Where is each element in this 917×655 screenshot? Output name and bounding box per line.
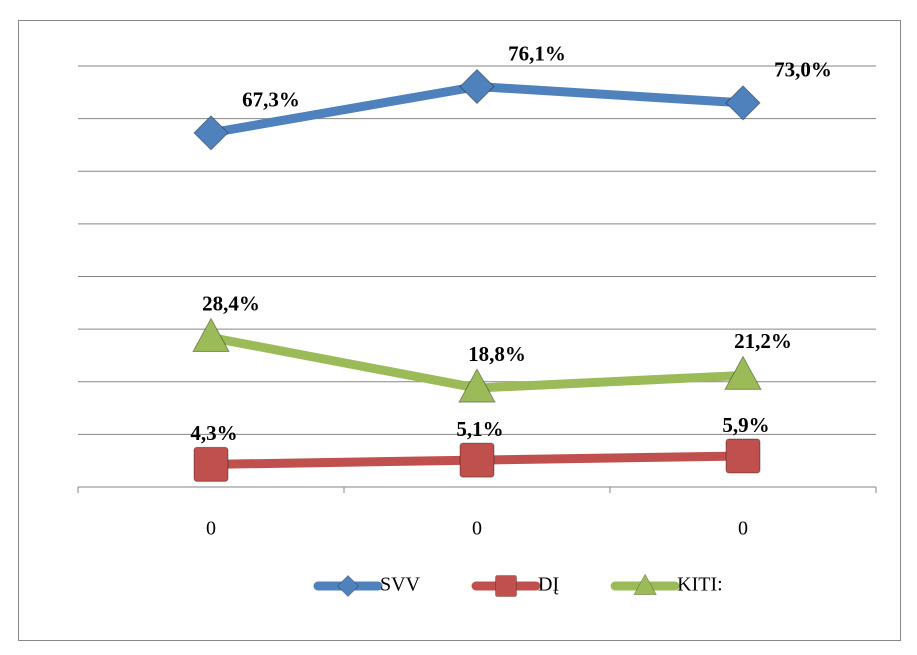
marker: [459, 442, 495, 478]
legend-label: SVV: [380, 574, 421, 596]
marker: [193, 446, 229, 482]
data-label: 73,0%: [774, 58, 832, 82]
marker: [459, 68, 495, 105]
data-label: 18,8%: [468, 342, 526, 366]
legend-label: DĮ: [538, 574, 559, 596]
x-tick-label: 0: [472, 518, 482, 540]
marker: [725, 438, 761, 474]
marker: [724, 355, 762, 390]
data-label: 5,1%: [456, 417, 503, 441]
data-label: 76,1%: [508, 41, 566, 65]
x-tick-label: 0: [738, 518, 748, 540]
data-label: 67,3%: [242, 88, 300, 112]
data-label: 21,2%: [734, 329, 792, 353]
marker: [725, 85, 761, 121]
chart-frame: [18, 20, 901, 641]
marker: [192, 317, 230, 353]
marker: [337, 575, 359, 597]
marker: [193, 115, 229, 151]
legend-label: KITI:: [677, 574, 723, 596]
x-tick-label: 0: [206, 518, 216, 540]
marker: [495, 575, 517, 597]
data-label: 4,3%: [190, 421, 237, 445]
data-label: 5,9%: [722, 413, 769, 437]
data-label: 28,4%: [202, 291, 260, 315]
marker: [633, 573, 657, 595]
marker: [458, 368, 496, 403]
